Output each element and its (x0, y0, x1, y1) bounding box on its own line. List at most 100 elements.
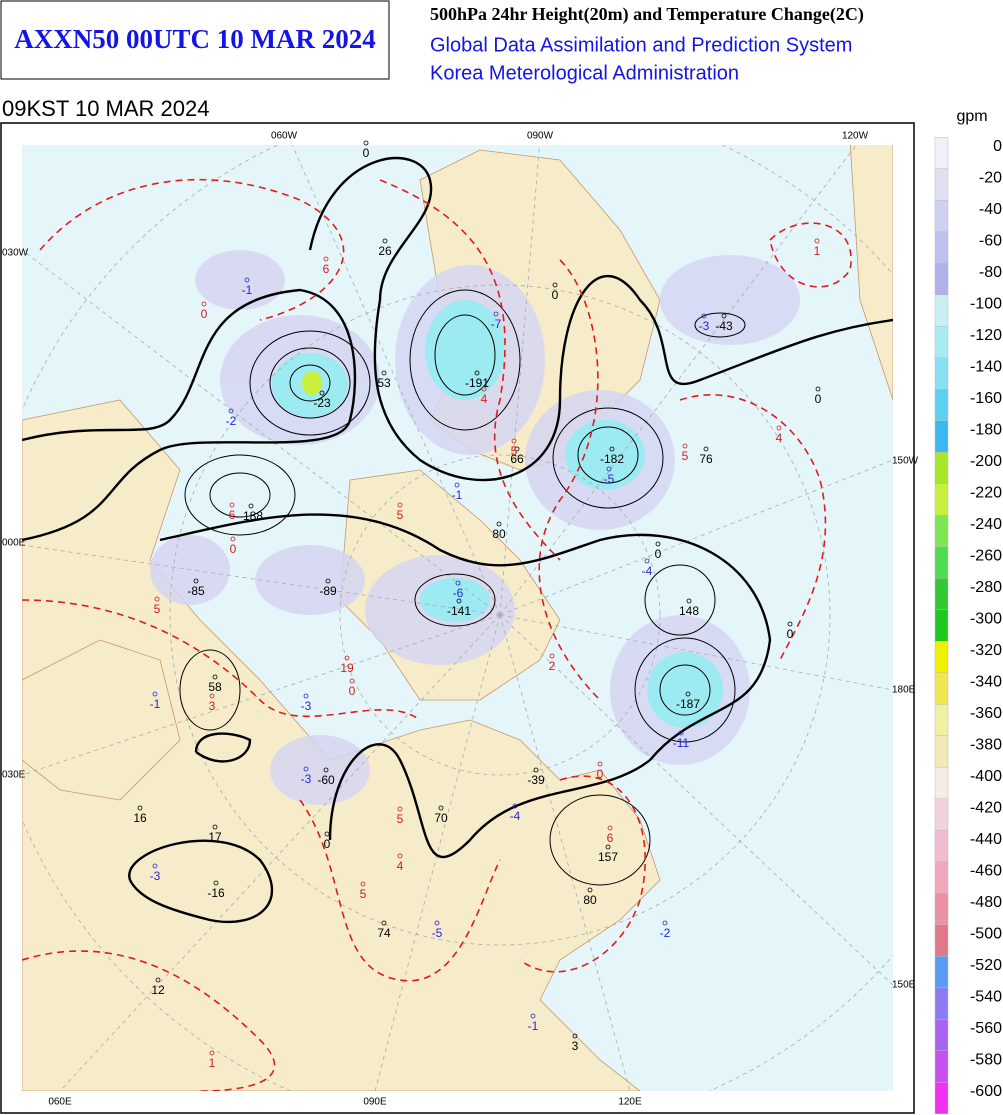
station-marker (363, 140, 369, 146)
station-marker (787, 621, 793, 627)
height-change-label: 0 (324, 837, 331, 851)
station-marker (381, 370, 387, 376)
legend-label: -300 (970, 611, 1002, 628)
legend-swatch (934, 137, 949, 169)
temperature-fall-label: -1 (150, 697, 161, 711)
height-change-label: 12 (151, 983, 165, 997)
temperature-rise-label: 1 (209, 1056, 216, 1070)
temperature-fall-label: -2 (660, 926, 671, 940)
legend-label: -500 (970, 926, 1002, 943)
station-marker (678, 730, 684, 736)
station-marker (815, 386, 821, 392)
station-marker (605, 844, 611, 850)
height-change-label: 58 (208, 680, 222, 694)
temperature-fall-label: -3 (150, 869, 161, 883)
legend-label: -440 (970, 831, 1002, 848)
station-marker (323, 256, 329, 262)
station-marker (244, 277, 250, 283)
legend-label: -80 (979, 264, 1002, 281)
legend-label: -60 (979, 233, 1002, 250)
temperature-fall-label: -1 (452, 488, 463, 502)
coordinate-label: 150E (892, 980, 916, 991)
station-marker (607, 825, 613, 831)
station-marker (434, 920, 440, 926)
station-marker (686, 598, 692, 604)
station-marker (397, 806, 403, 812)
legend-label: -260 (970, 548, 1002, 565)
system: Global Data Assimilation and Prediction … (430, 34, 852, 56)
station-marker (397, 853, 403, 859)
map (22, 145, 893, 1091)
coordinate-label: 000E (2, 538, 26, 549)
legend-label: -340 (970, 674, 1002, 691)
temperature-rise-label: 0 (349, 684, 356, 698)
graticule (22, 145, 893, 1091)
height-change-label: -141 (447, 604, 471, 618)
station-marker (229, 502, 235, 508)
height-change-label: 0 (787, 627, 794, 641)
height-contours (179, 289, 746, 886)
temperature-fall-label: -1 (528, 1019, 539, 1033)
legend-label: -360 (970, 705, 1002, 722)
legend-swatch (934, 893, 949, 925)
station-marker (344, 655, 350, 661)
temperature-rise-label: 2 (549, 659, 556, 673)
temperature-rise-label: 5 (397, 508, 404, 522)
station-marker (597, 761, 603, 767)
temperature-rise-label: 4 (776, 431, 783, 445)
station-marker (324, 831, 330, 837)
height-change-label: 74 (377, 926, 391, 940)
station-marker (213, 880, 219, 886)
coordinate-label: 030E (2, 770, 26, 781)
station-marker (587, 887, 593, 893)
legend-swatch (934, 452, 949, 484)
temperature-rise-label: 0 (201, 307, 208, 321)
legend-swatch (934, 798, 949, 831)
station-marker (682, 443, 688, 449)
title: 500hPa 24hr Height(20m) and Temperature … (430, 4, 864, 25)
legend-label: -120 (970, 327, 1002, 344)
station-marker (644, 558, 650, 564)
station-marker (493, 311, 499, 317)
station-marker (454, 482, 460, 488)
station-marker (776, 425, 782, 431)
height-change-label: 0 (363, 146, 370, 160)
station-marker (685, 691, 691, 697)
station-marker (228, 408, 234, 414)
legend-label: -320 (970, 642, 1002, 659)
legend-swatch (934, 578, 949, 610)
temperature-rise-label: 5 (682, 449, 689, 463)
station-marker (360, 881, 366, 887)
legend-swatch (934, 609, 949, 642)
height-change-label: 26 (378, 244, 392, 258)
station-marker (303, 766, 309, 772)
temperature-contours (22, 178, 852, 1091)
coordinate-label: 090W (527, 131, 554, 142)
station-marker (511, 438, 517, 444)
legend-swatch (934, 735, 949, 768)
temperature-rise-label: 4 (481, 392, 488, 406)
height-change-label: 157 (598, 850, 618, 864)
legend-swatch (934, 767, 949, 799)
height-change-label: -23 (313, 396, 331, 410)
station-marker (154, 596, 160, 602)
station-marker (248, 503, 254, 509)
height-change-label: -191 (465, 376, 489, 390)
station-marker (701, 313, 707, 319)
temperature-rise-label: 19 (340, 661, 354, 675)
temperature-rise-label: 4 (397, 859, 404, 873)
station-marker (455, 580, 461, 586)
legend-label: -200 (970, 453, 1002, 470)
station-marker (456, 598, 462, 604)
height-change-label: -39 (527, 773, 545, 787)
station-marker (349, 678, 355, 684)
legend-swatch (934, 168, 949, 201)
station-marker (474, 370, 480, 376)
height-change-label: 17 (208, 830, 222, 844)
temperature-rise-label: 6 (323, 262, 330, 276)
legend-label: -460 (970, 863, 1002, 880)
height-change-label: -43 (715, 319, 733, 333)
legend-swatch (934, 231, 949, 264)
station-marker (201, 301, 207, 307)
